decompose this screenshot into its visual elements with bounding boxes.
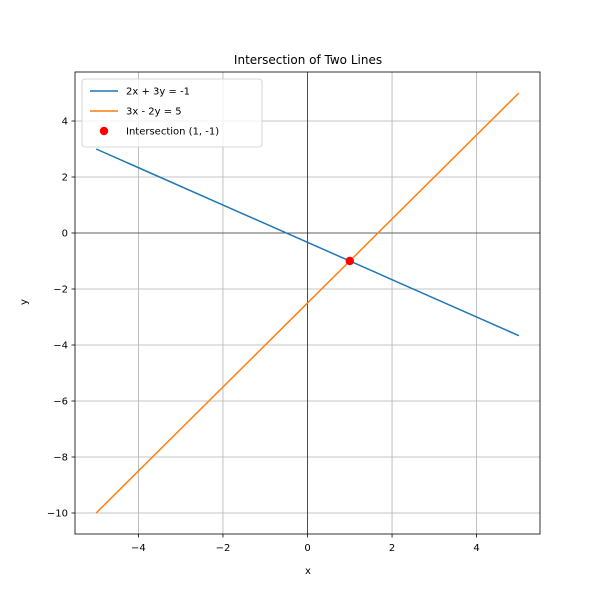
x-axis-label: x <box>305 566 311 577</box>
x-tick-label-0: −4 <box>131 543 146 554</box>
legend-box <box>81 78 263 148</box>
intersection-point-0 <box>345 256 354 266</box>
plot-area: −4 −2 0 2 4 −10 −8 −6 −4 −2 0 2 4 2x + 3y = -1 3x - 2y… <box>47 71 541 554</box>
y-tick-label-2: −6 <box>53 397 68 408</box>
y-axis-label: y <box>19 299 30 305</box>
series-line-0 <box>95 148 520 337</box>
x-tick-label-4: 4 <box>473 543 479 554</box>
y-tick-label-4: −2 <box>53 285 68 296</box>
y-tick-label-5: 0 <box>62 229 68 240</box>
chart-title: Intersection of Two Lines <box>234 53 382 67</box>
x-tick-label-2: 0 <box>304 543 310 554</box>
legend-marker-0 <box>99 126 109 136</box>
series-group <box>95 92 520 514</box>
x-tick-label-3: 2 <box>389 543 395 554</box>
y-tick-label-0: −10 <box>47 509 68 520</box>
y-tick-label-1: −8 <box>53 453 68 464</box>
x-tick-label-1: −2 <box>216 543 231 554</box>
legend-label-0: 2x + 3y = -1 <box>126 87 190 98</box>
ticks: −4 −2 0 2 4 −10 −8 −6 −4 −2 0 2 4 <box>47 117 480 554</box>
y-tick-label-7: 4 <box>62 117 68 128</box>
legend-label-1: 3x - 2y = 5 <box>126 107 182 118</box>
legend: 2x + 3y = -1 3x - 2y = 5 Intersection (1, … <box>81 78 263 148</box>
series-line-1 <box>95 92 520 514</box>
y-tick-label-3: −4 <box>53 341 68 352</box>
legend-point-label-0: Intersection (1, -1) <box>126 127 219 138</box>
y-tick-label-6: 2 <box>62 173 68 184</box>
